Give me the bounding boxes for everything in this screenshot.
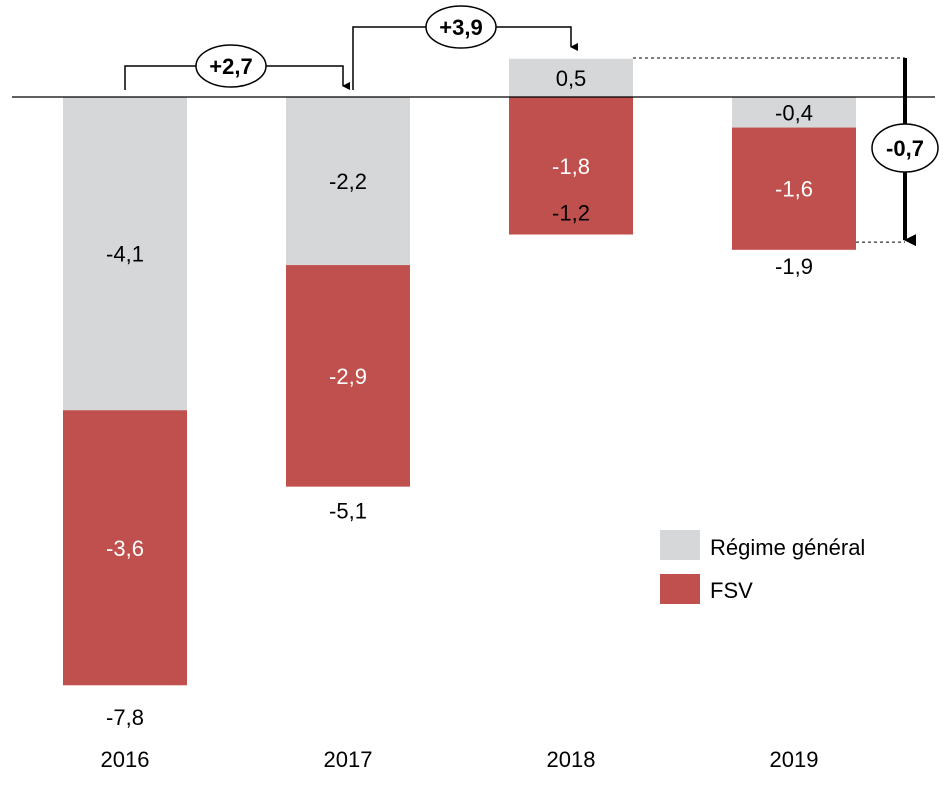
total-label-2016: -7,8 — [106, 705, 144, 730]
change-bubble-2016-2017 — [195, 44, 267, 88]
change-label-2018-2019: -0,7 — [886, 136, 924, 161]
bar-fsv-2018 — [509, 97, 633, 235]
bar-regime-general-2016 — [63, 97, 187, 411]
x-tick-label-2016: 2016 — [101, 747, 150, 772]
x-tick-label-2018: 2018 — [547, 747, 596, 772]
data-label-fsv-2018: -1,8 — [552, 154, 590, 179]
data-label-regime-general-2018: 0,5 — [556, 66, 587, 91]
total-label-2019: -1,9 — [775, 254, 813, 279]
legend-label-regime-general: Régime général — [710, 535, 865, 560]
change-bubble-2017-2018 — [425, 5, 497, 49]
bar-fsv-2019 — [732, 127, 856, 250]
data-label-fsv-2017: -2,9 — [329, 364, 367, 389]
x-tick-label-2019: 2019 — [770, 747, 819, 772]
change-label-2017-2018: +3,9 — [439, 15, 482, 40]
bar-regime-general-2018 — [509, 58, 633, 97]
legend-swatch-regime-general — [660, 530, 700, 560]
data-label-fsv-2016: -3,6 — [106, 536, 144, 561]
bar-fsv-2017 — [286, 265, 410, 487]
legend-swatch-fsv — [660, 574, 700, 604]
bar-regime-general-2017 — [286, 97, 410, 266]
change-label-2016-2017: +2,7 — [209, 54, 252, 79]
data-label-regime-general-2016: -4,1 — [106, 242, 144, 267]
data-label-regime-general-2019: -0,4 — [775, 100, 813, 125]
bar-fsv-2016 — [63, 410, 187, 686]
total-label-2017: -5,1 — [329, 499, 367, 524]
data-label-fsv-2019: -1,6 — [775, 177, 813, 202]
legend-label-fsv: FSV — [710, 578, 753, 603]
total-label-2018: -1,2 — [552, 201, 590, 226]
bar-regime-general-2019 — [732, 97, 856, 128]
x-tick-label-2017: 2017 — [324, 747, 373, 772]
data-label-regime-general-2017: -2,2 — [329, 169, 367, 194]
change-bubble-2018-2019 — [871, 123, 939, 173]
